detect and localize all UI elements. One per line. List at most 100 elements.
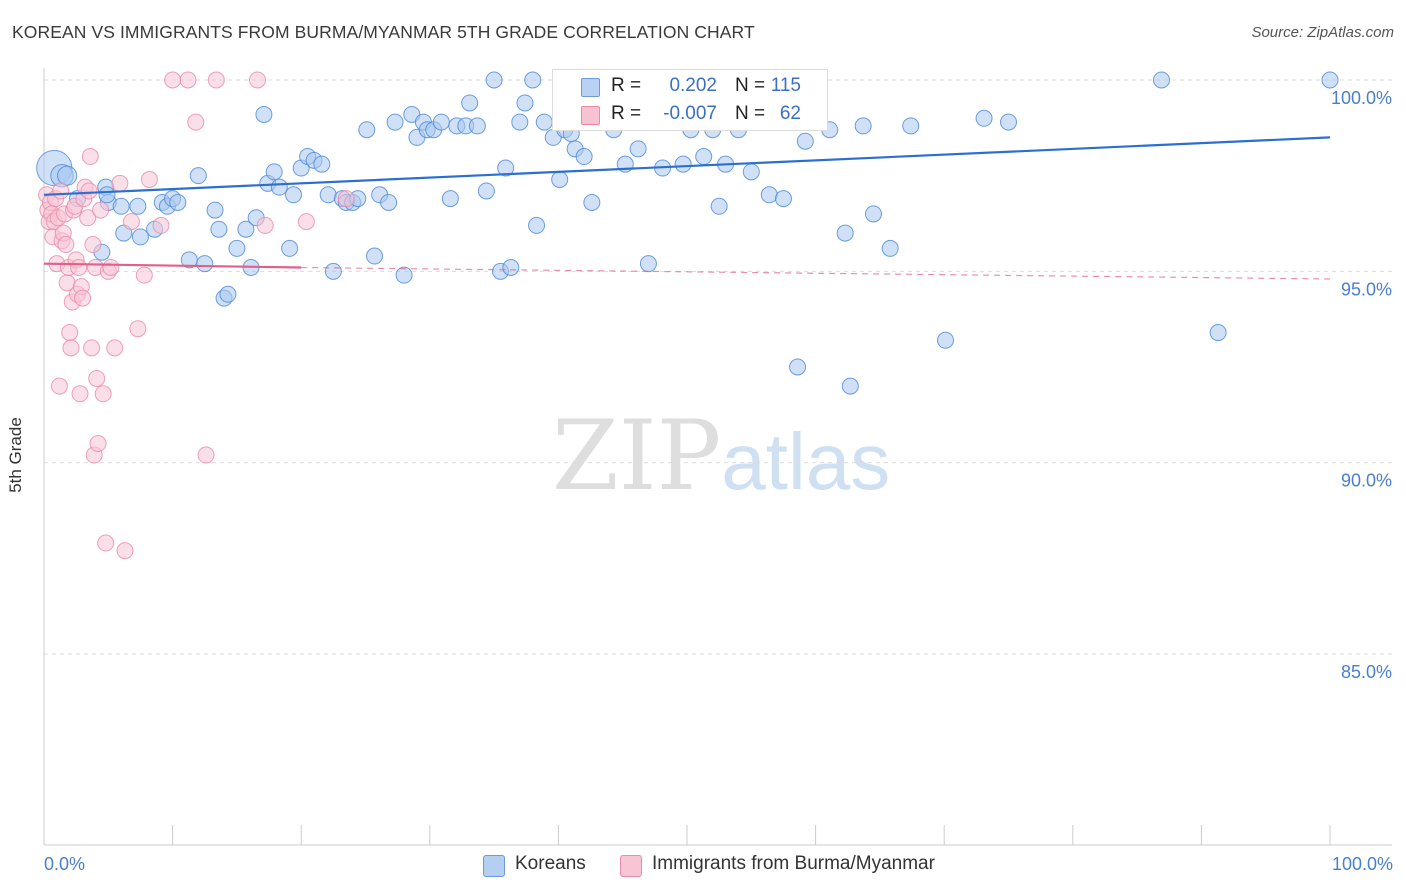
legend-row-burma: R = -0.007 N = 62: [553, 100, 827, 128]
data-point-korean: [189, 167, 207, 185]
data-point-korean: [461, 94, 479, 112]
data-point-korean: [366, 247, 384, 265]
data-point-korean: [395, 266, 413, 284]
data-point-korean: [206, 201, 224, 219]
data-point-korean: [219, 285, 237, 303]
data-point-burma: [116, 542, 134, 560]
data-point-korean: [313, 155, 331, 173]
data-point-korean: [57, 165, 78, 186]
data-point-korean: [629, 140, 647, 158]
data-point-burma: [62, 339, 80, 357]
data-point-burma: [74, 289, 92, 307]
legend-swatch-koreans: [483, 855, 505, 877]
data-point-burma: [92, 201, 110, 219]
data-point-burma: [207, 71, 225, 89]
data-point-korean: [774, 190, 792, 208]
data-point-korean: [210, 220, 228, 238]
x-tick-label-min: 0.0%: [44, 854, 85, 874]
trend-line-koreans: [43, 136, 1331, 196]
data-point-burma: [79, 209, 97, 227]
data-point-burma: [129, 320, 147, 338]
data-point-korean: [742, 163, 760, 181]
data-point-korean: [196, 255, 214, 273]
legend-r-value: 0.202: [669, 75, 717, 96]
data-point-burma: [179, 71, 197, 89]
y-tick-label: 100.0%: [1331, 88, 1392, 108]
y-tick-label: 95.0%: [1341, 279, 1392, 299]
trend-line-extension: [301, 266, 1331, 280]
data-point-burma: [61, 324, 79, 342]
y-tick-label: 90.0%: [1341, 471, 1392, 491]
data-point-korean: [674, 155, 692, 173]
data-point-korean: [497, 159, 515, 177]
legend-swatch-burma: [620, 855, 642, 877]
data-point-korean: [789, 358, 807, 376]
data-point-korean: [432, 113, 450, 131]
data-point-burma: [81, 148, 99, 166]
data-point-burma: [187, 113, 205, 131]
data-point-korean: [902, 117, 920, 135]
data-point-korean: [710, 197, 728, 215]
data-point-korean: [502, 259, 520, 277]
data-point-korean: [169, 193, 187, 211]
data-point-burma: [106, 339, 124, 357]
legend-n-label: N =: [735, 75, 766, 96]
legend-swatch-koreans: [581, 78, 600, 97]
data-point-burma: [122, 213, 140, 231]
data-point-korean: [270, 178, 288, 196]
data-point-korean: [854, 117, 872, 135]
legend-r-label: R =: [611, 103, 642, 124]
data-point-burma: [135, 266, 153, 284]
data-point-burma: [88, 369, 106, 387]
data-point-korean: [131, 228, 149, 246]
legend-row-koreans: R = 0.202 N = 115: [553, 72, 827, 100]
data-point-korean: [524, 71, 542, 89]
data-point-korean: [237, 220, 255, 238]
data-point-korean: [1153, 71, 1171, 89]
data-point-burma: [94, 385, 112, 403]
axes: [43, 68, 1392, 846]
data-point-burma: [71, 385, 89, 403]
data-point-korean: [551, 170, 569, 188]
data-point-burma: [256, 216, 274, 234]
data-point-korean: [528, 216, 546, 234]
data-point-burma: [140, 170, 158, 188]
data-point-korean: [265, 163, 283, 181]
legend-label-burma: Immigrants from Burma/Myanmar: [652, 853, 935, 874]
data-point-korean: [281, 239, 299, 257]
data-point-korean: [575, 148, 593, 166]
data-point-burma: [57, 236, 75, 254]
trend-lines: [43, 136, 1331, 280]
series-burma: [38, 71, 355, 560]
data-point-korean: [380, 193, 398, 211]
data-point-korean: [112, 197, 130, 215]
data-point-korean: [468, 117, 486, 135]
data-point-burma: [197, 446, 215, 464]
legend-r-label: R =: [611, 75, 642, 96]
data-point-burma: [152, 216, 170, 234]
data-point-korean: [255, 105, 273, 123]
data-point-korean: [358, 121, 376, 139]
data-point-burma: [111, 174, 129, 192]
data-point-korean: [535, 113, 553, 131]
data-point-burma: [84, 236, 102, 254]
legend-n-value: 62: [779, 103, 801, 124]
data-point-korean: [796, 132, 814, 150]
data-point-korean: [485, 71, 503, 89]
data-point-korean: [881, 239, 899, 257]
data-point-korean: [695, 148, 713, 166]
data-point-burma: [80, 182, 98, 200]
data-point-korean: [441, 190, 459, 208]
data-point-korean: [386, 113, 404, 131]
data-point-burma: [297, 213, 315, 231]
legend-r-value: -0.007: [663, 103, 717, 124]
data-point-korean: [639, 255, 657, 273]
watermark-zip: ZIP: [552, 400, 722, 512]
data-point-korean: [1321, 71, 1339, 89]
data-point-korean: [516, 94, 534, 112]
legend-swatch-burma: [581, 106, 600, 125]
data-point-korean: [583, 193, 601, 211]
data-point-korean: [319, 186, 337, 204]
trend-line-burma: [43, 262, 302, 269]
